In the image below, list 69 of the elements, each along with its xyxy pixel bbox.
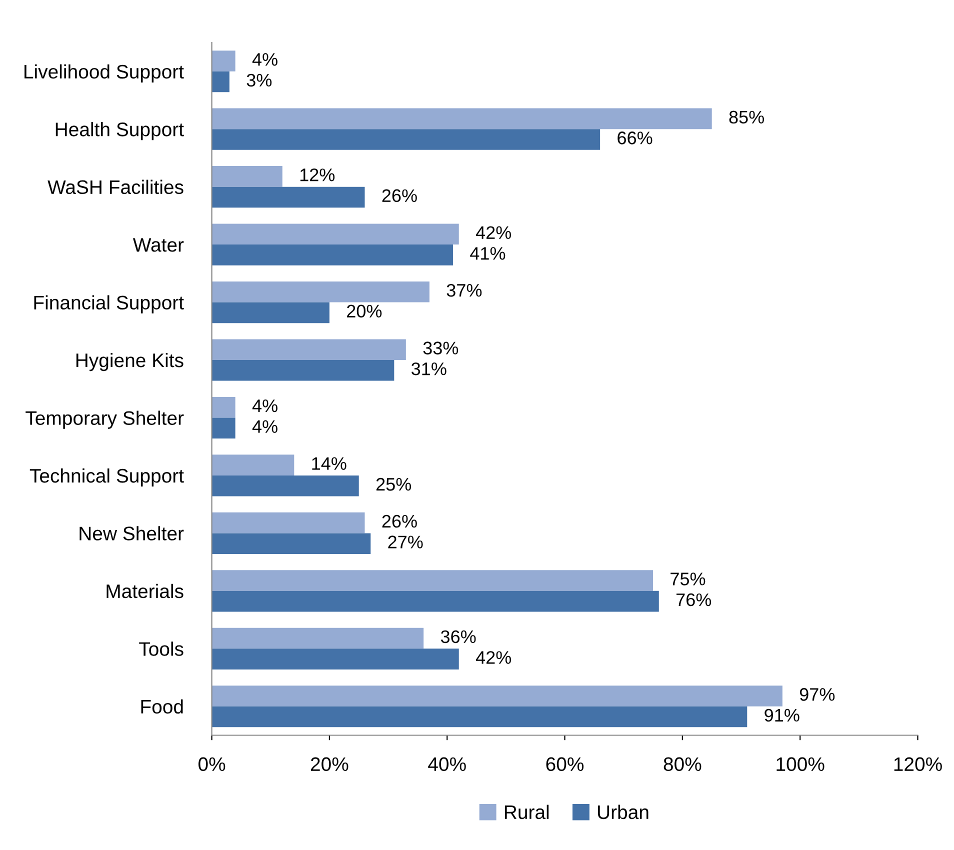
bar [212,108,712,130]
bar [212,533,371,554]
data-label: 42% [476,226,512,239]
legend-label: Rural [504,804,549,820]
data-label: 33% [423,342,458,354]
y-tick-label: Financial Support [34,295,184,314]
data-label: 36% [440,630,476,644]
data-label: 37% [446,284,482,297]
y-tick-label: New Shelter [80,526,184,540]
data-label: 12% [300,168,335,182]
bar [212,418,236,439]
x-tick-label: 0% [198,757,226,772]
y-tick-label: Materials [106,584,184,598]
x-tick-label: 100% [776,757,824,772]
bar [212,706,748,728]
x-tick-label: 20% [310,757,348,772]
data-label: 97% [800,688,835,701]
x-tick-label: 80% [664,757,702,772]
bar [212,648,459,670]
bar [212,186,365,208]
y-tick-label: WaSH Facilities [48,180,184,194]
bar [212,71,230,92]
data-label: 14% [312,457,346,470]
y-tick-label: Health Support [56,122,184,140]
x-tick-label: 60% [546,757,584,772]
data-label: 66% [618,132,652,144]
bar [212,628,424,649]
data-label: 85% [729,110,764,124]
y-tick-label: Food [141,699,183,714]
data-label: 41% [470,247,506,260]
y-tick-label: Livelihood Support [24,64,184,82]
y-tick-label: Water [132,238,184,252]
bar [212,475,359,496]
x-tick-label: 120% [894,757,942,772]
y-tick-label: Temporary Shelter [26,410,184,429]
y-tick-label: Technical Support [30,468,184,487]
x-tick-label: 40% [428,757,466,772]
data-label: 75% [670,572,706,586]
bar [212,396,236,418]
bar [212,454,294,476]
bar [212,224,459,245]
data-label: 26% [382,514,417,528]
data-label: 20% [347,304,382,318]
data-label: 91% [764,708,800,722]
data-label: 4% [252,399,278,412]
bar [212,360,394,381]
bar [212,686,782,706]
data-label: 4% [252,53,278,66]
data-label: 76% [676,593,712,606]
bar [212,590,659,612]
data-label: 3% [246,74,272,87]
y-tick-label: Hygiene Kits [76,352,184,372]
data-label: 25% [376,478,412,491]
data-label: 42% [476,651,512,664]
legend-label: Urban [598,804,648,820]
bar [212,244,453,266]
bar [212,339,406,360]
data-label: 26% [382,189,417,202]
data-label: 4% [252,420,278,433]
y-tick-label: Tools [139,642,184,656]
bar [212,282,430,302]
bar [212,129,600,150]
bar [212,512,365,534]
data-label: 31% [412,362,446,376]
bar [212,50,236,72]
data-label: 27% [388,536,423,548]
bar [212,302,330,324]
bar [212,570,654,591]
bar [212,166,282,187]
